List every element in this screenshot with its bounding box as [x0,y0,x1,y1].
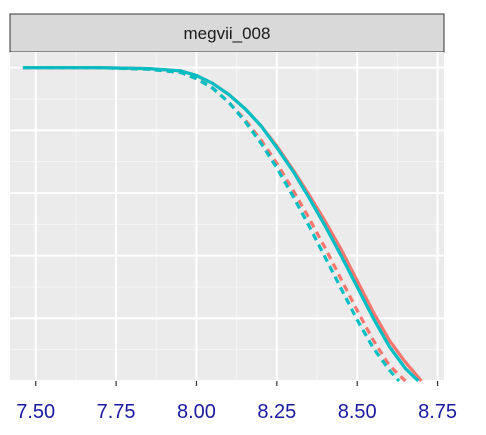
plot-panel [10,52,444,381]
facet-strip [9,13,445,53]
facet-strip-label: megvii_008 [184,24,271,43]
x-axis-ticks [35,381,439,386]
series-line-4 [22,66,401,383]
x-tick-label: 7.75 [97,401,136,423]
x-tick-label: 8.75 [418,401,457,423]
grid-major [10,52,444,382]
x-axis-tick-labels: 7.50 7.75 8.00 8.25 8.50 8.75 [16,401,457,423]
x-tick-label: 8.50 [338,401,377,423]
grid-minor [10,52,444,381]
x-tick-label: 8.00 [177,401,216,423]
series-layer [22,66,423,383]
series-line-3 [22,66,407,383]
x-tick-label: 7.50 [16,401,55,423]
x-tick-label: 8.25 [257,401,296,423]
